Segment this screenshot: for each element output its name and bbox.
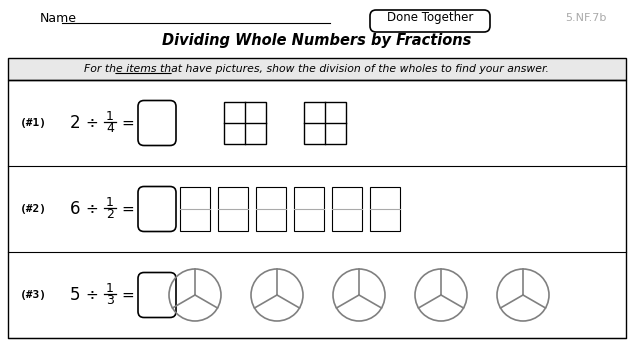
Bar xyxy=(8,80,626,338)
Bar xyxy=(224,102,266,144)
Text: 6: 6 xyxy=(70,200,81,218)
FancyBboxPatch shape xyxy=(138,272,176,318)
Text: 2: 2 xyxy=(70,114,81,132)
Bar xyxy=(218,187,248,231)
Text: 1: 1 xyxy=(106,196,114,209)
Text: 5.NF.7b: 5.NF.7b xyxy=(565,13,606,23)
Text: Name: Name xyxy=(40,12,77,24)
Text: ÷: ÷ xyxy=(86,287,98,303)
Text: (#3): (#3) xyxy=(20,290,47,300)
Text: 3: 3 xyxy=(106,295,114,308)
Bar xyxy=(256,187,286,231)
Bar xyxy=(370,187,400,231)
Text: 5: 5 xyxy=(70,286,81,304)
Text: =: = xyxy=(122,287,134,303)
FancyBboxPatch shape xyxy=(370,10,490,32)
Bar xyxy=(180,187,210,231)
Text: Dividing Whole Numbers by Fractions: Dividing Whole Numbers by Fractions xyxy=(162,34,472,48)
FancyBboxPatch shape xyxy=(138,187,176,232)
Text: 4: 4 xyxy=(106,122,114,135)
Bar xyxy=(332,187,362,231)
Text: 2: 2 xyxy=(106,209,114,222)
Text: (#2): (#2) xyxy=(20,204,47,214)
Text: 1: 1 xyxy=(106,109,114,122)
Bar xyxy=(8,58,626,80)
Text: =: = xyxy=(122,201,134,216)
Text: (#1): (#1) xyxy=(20,118,47,128)
Text: =: = xyxy=(122,116,134,130)
Text: For the items that have pictures, show the division of the wholes to find your a: For the items that have pictures, show t… xyxy=(84,64,550,74)
Bar xyxy=(294,187,324,231)
Text: Done Together: Done Together xyxy=(387,12,473,24)
Text: ÷: ÷ xyxy=(86,201,98,216)
Bar xyxy=(304,102,346,144)
Text: 1: 1 xyxy=(106,282,114,295)
Text: ÷: ÷ xyxy=(86,116,98,130)
FancyBboxPatch shape xyxy=(138,100,176,145)
